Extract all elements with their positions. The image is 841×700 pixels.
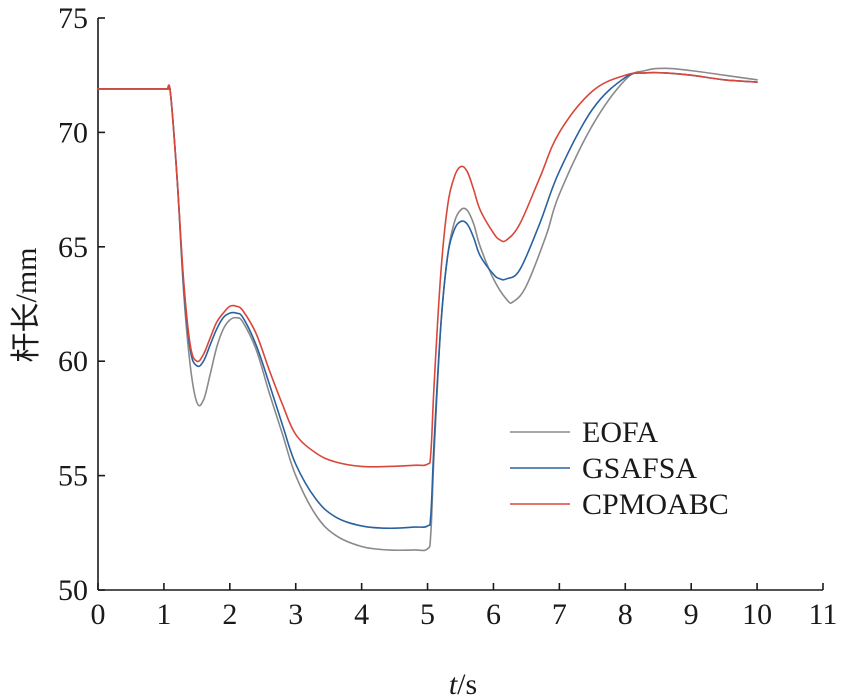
x-tick-label: 5 [420, 598, 435, 631]
y-axis: 50 55 60 65 70 75 [58, 2, 105, 607]
x-tick-label: 1 [156, 598, 171, 631]
series-line-eofa [97, 67, 758, 552]
x-tick-label: 10 [742, 598, 772, 631]
x-tick-label: 7 [552, 598, 567, 631]
x-tick-label: 9 [684, 598, 699, 631]
legend-label-eofa: EOFA [582, 416, 658, 449]
series-lines [97, 67, 758, 552]
x-tick-label: 11 [809, 598, 838, 631]
x-tick-label: 2 [222, 598, 237, 631]
y-axis-label: 杆长/mm [10, 247, 43, 362]
x-axis-label: t/s [449, 668, 477, 700]
x-tick-label: 4 [354, 598, 369, 631]
x-axis-label-unit: /s [457, 668, 477, 700]
legend-label-gsafsa: GSAFSA [582, 452, 697, 485]
x-tick-label: 8 [618, 598, 633, 631]
y-tick-label: 70 [58, 116, 88, 149]
legend-label-cpmoabc: CPMOABC [582, 488, 729, 521]
x-axis: 0 1 2 3 4 5 6 7 8 9 10 11 [91, 583, 838, 631]
y-tick-label: 60 [58, 345, 88, 378]
y-tick-label: 55 [58, 460, 88, 493]
y-tick-label: 75 [58, 2, 88, 35]
x-axis-label-variable: t [449, 668, 458, 700]
series-line-cpmoabc [97, 71, 758, 468]
y-tick-label: 50 [58, 574, 88, 607]
series-line-gsafsa [97, 71, 758, 530]
x-tick-label: 0 [91, 598, 106, 631]
y-tick-label: 65 [58, 231, 88, 264]
x-tick-label: 6 [486, 598, 501, 631]
x-tick-label: 3 [288, 598, 303, 631]
